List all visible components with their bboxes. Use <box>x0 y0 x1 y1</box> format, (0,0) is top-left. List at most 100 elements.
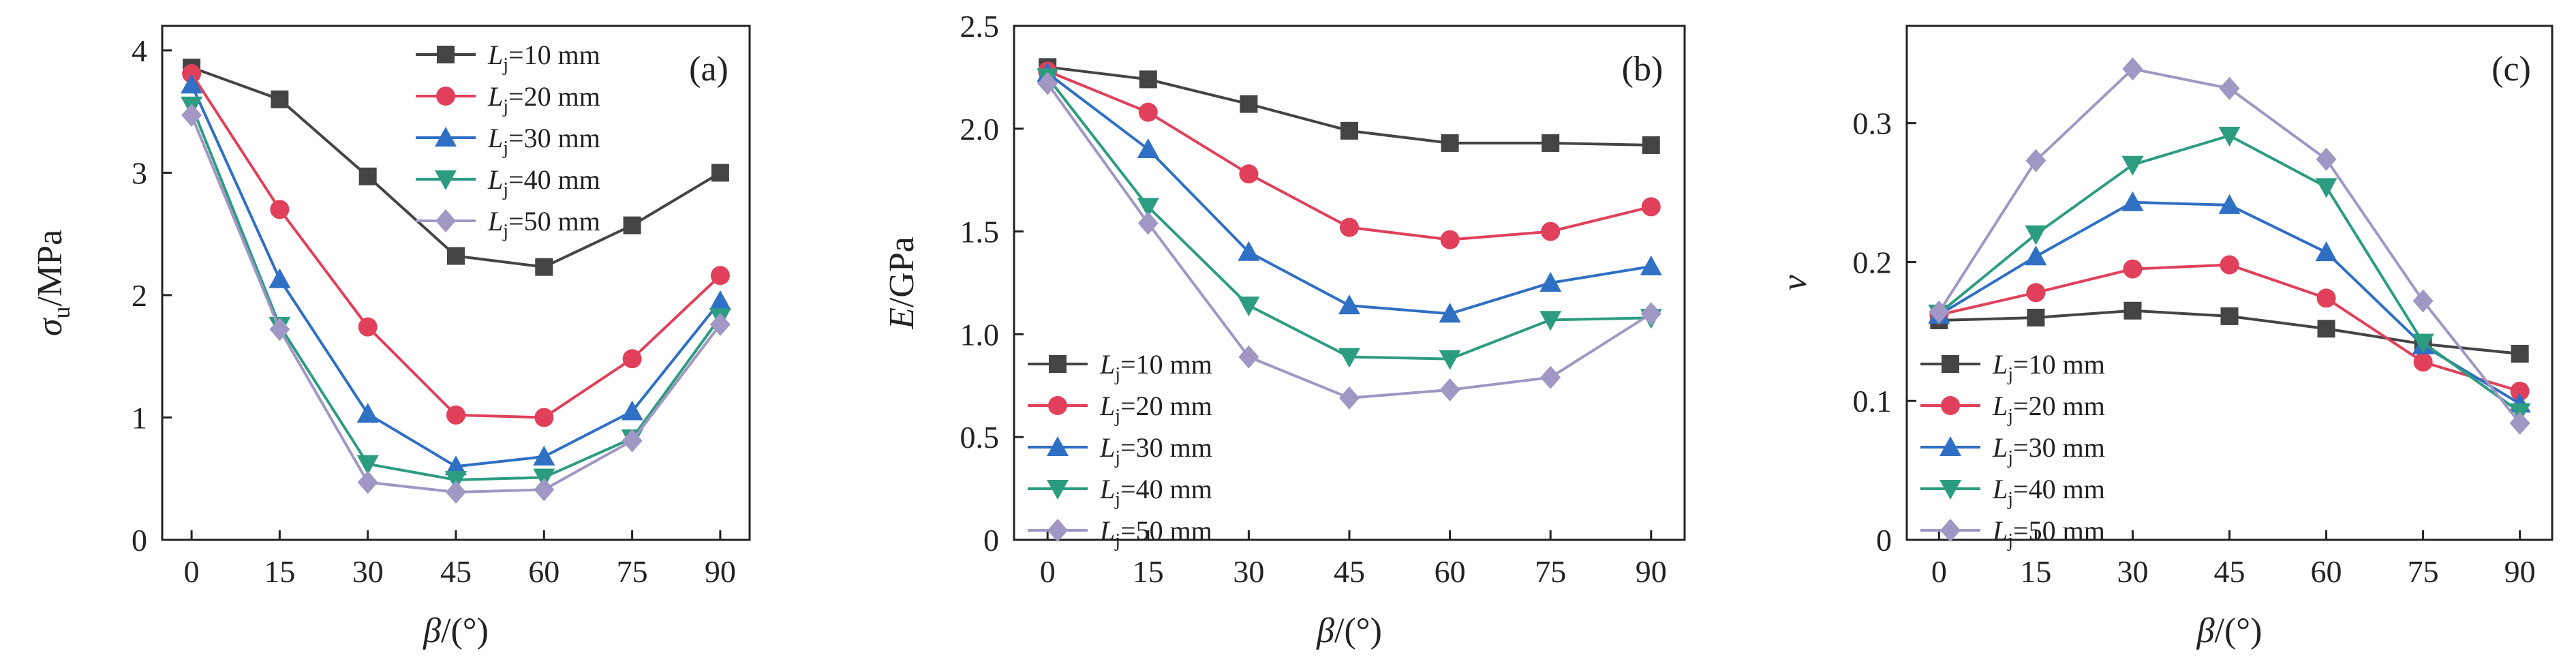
x-tick-label: 45 <box>440 554 472 589</box>
data-point <box>269 318 290 341</box>
data-point <box>2025 245 2047 266</box>
legend-item: Lj=10 mm <box>416 40 600 76</box>
legend-label: Lj=20 mm <box>487 81 600 117</box>
x-tick-label: 45 <box>2214 554 2245 589</box>
data-point <box>271 90 289 108</box>
legend-item: Lj=50 mm <box>1028 515 1212 551</box>
legend-marker <box>1939 480 1961 500</box>
series-line <box>1047 70 1652 241</box>
y-tick-label: 2.0 <box>960 112 1000 147</box>
y-axis-label: E/GPa <box>883 237 921 330</box>
data-point <box>1539 311 1562 331</box>
data-point <box>1542 134 1560 152</box>
data-point <box>621 400 643 421</box>
legend-item: Lj=30 mm <box>416 123 600 159</box>
legend-item: Lj=30 mm <box>1028 432 1212 468</box>
legend: Lj=10 mm Lj=20 mm Lj=30 mm Lj=40 mm Lj=50 mm <box>1028 349 1212 551</box>
legend-marker <box>435 209 456 232</box>
legend: Lj=10 mm Lj=20 mm Lj=30 mm Lj=40 mm Lj=50 mm <box>416 40 600 242</box>
legend-marker <box>1047 436 1069 456</box>
legend-label: Lj=20 mm <box>1992 391 2105 427</box>
data-point <box>2316 147 2337 171</box>
data-point <box>270 200 290 219</box>
legend-label: Lj=50 mm <box>1992 515 2105 551</box>
data-point <box>1641 197 1661 217</box>
data-point <box>2026 283 2046 303</box>
series-1 <box>183 59 729 276</box>
data-point <box>2317 320 2335 338</box>
data-point <box>1338 348 1360 368</box>
legend-marker <box>437 46 455 63</box>
data-point <box>1238 297 1260 317</box>
x-tick-label: 15 <box>2020 554 2051 589</box>
data-point <box>2412 289 2434 313</box>
y-tick-label: 3 <box>132 155 147 190</box>
data-point <box>2218 194 2241 214</box>
x-axis-label: β/(°) <box>2196 611 2263 650</box>
data-point <box>2025 225 2047 245</box>
legend-item: Lj=40 mm <box>416 164 600 200</box>
series-3 <box>181 74 731 476</box>
legend-label: Lj=30 mm <box>1992 432 2105 468</box>
data-point <box>1439 303 1461 323</box>
data-point <box>533 445 555 466</box>
x-tick-label: 30 <box>2117 554 2148 589</box>
data-point <box>1340 217 1359 237</box>
x-tick-label: 15 <box>264 554 295 589</box>
data-point <box>622 429 643 453</box>
legend-item: Lj=10 mm <box>1920 349 2105 385</box>
legend-label: Lj=10 mm <box>1099 349 1212 385</box>
x-tick-label: 75 <box>617 554 648 589</box>
data-point <box>1541 222 1561 241</box>
y-tick-label: 0 <box>132 523 147 558</box>
data-point <box>535 258 553 276</box>
data-point <box>1439 378 1460 401</box>
y-tick-label: 0 <box>983 523 999 558</box>
x-tick-label: 0 <box>1040 554 1056 589</box>
data-point <box>622 349 642 369</box>
data-point <box>1239 164 1259 184</box>
x-tick-label: 15 <box>1133 554 1164 589</box>
x-tick-label: 90 <box>1636 554 1667 589</box>
data-point <box>2027 308 2045 327</box>
legend-item: Lj=50 mm <box>416 206 600 242</box>
data-point <box>2220 307 2239 325</box>
series-5 <box>181 104 731 504</box>
y-axis-label: ν <box>1775 275 1814 291</box>
y-tick-label: 0.2 <box>1853 245 1892 279</box>
data-point <box>1240 95 1258 113</box>
data-point <box>182 64 202 84</box>
data-point <box>2025 149 2046 172</box>
data-point <box>269 268 291 288</box>
data-point <box>1539 272 1562 292</box>
panel-label: (a) <box>689 50 729 89</box>
data-point <box>2315 241 2337 262</box>
data-point <box>1340 121 1358 140</box>
x-tick-label: 30 <box>352 554 384 589</box>
data-point <box>358 167 377 185</box>
series-3 <box>1037 62 1662 323</box>
chart-panel-2: 0 15 30 45 60 75 90 0 0.5 1.0 1.5 2.0 2.5 β/(°) E/GPa (… <box>883 9 1686 650</box>
legend-marker <box>1940 519 1961 542</box>
legend-label: Lj=30 mm <box>1099 432 1212 468</box>
x-tick-label: 60 <box>2311 554 2342 589</box>
data-point <box>709 313 731 337</box>
data-point <box>2220 255 2239 275</box>
legend-item: Lj=40 mm <box>1028 474 1212 510</box>
data-point <box>446 405 465 425</box>
data-point <box>1238 241 1260 261</box>
data-point <box>2412 333 2434 354</box>
data-point <box>1441 134 1459 152</box>
data-point <box>1439 350 1461 370</box>
data-point <box>1137 211 1159 235</box>
data-point <box>534 478 555 502</box>
legend-label: Lj=50 mm <box>1099 515 1212 551</box>
data-point <box>534 408 554 427</box>
legend-item: Lj=40 mm <box>1920 474 2105 510</box>
legend-marker <box>1047 480 1069 500</box>
data-point <box>356 455 379 475</box>
chart-panel-1: 0 15 30 45 60 75 90 0 1 2 3 4 β/(°) σu/MPa (a) Lj=10 mm… <box>31 25 751 650</box>
legend-label: Lj=10 mm <box>1992 349 2105 385</box>
data-point <box>2510 381 2530 401</box>
